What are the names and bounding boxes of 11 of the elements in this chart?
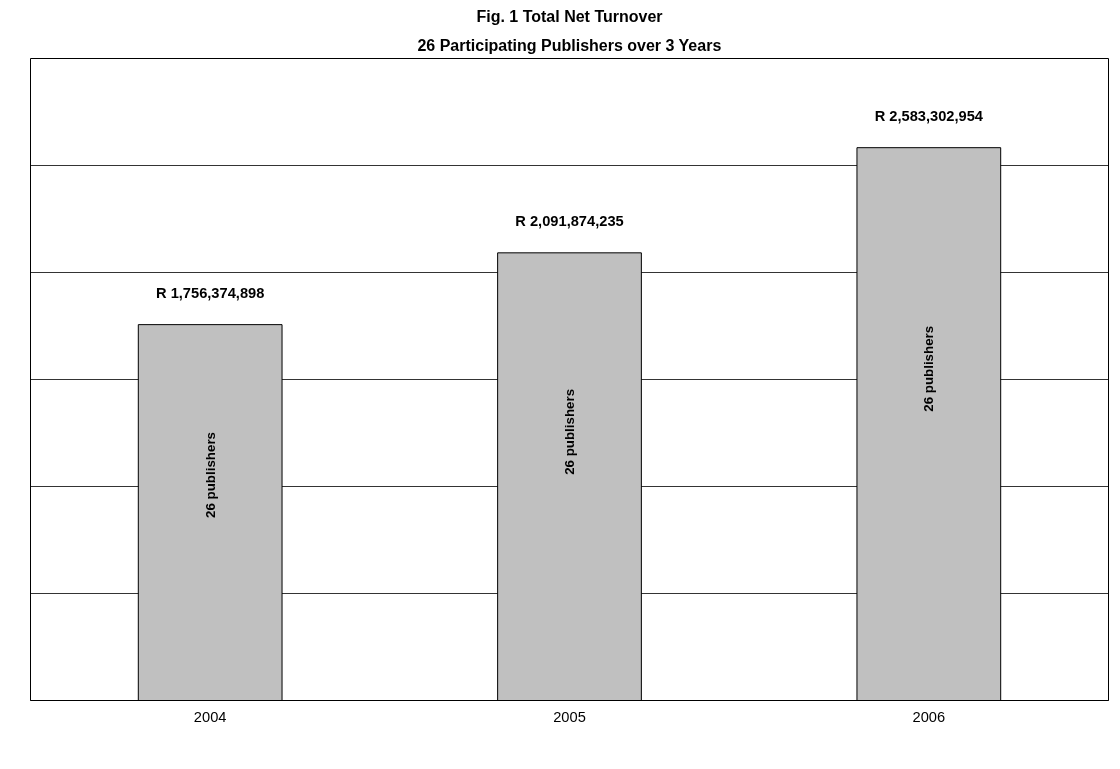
chart-subtitle: 26 Participating Publishers over 3 Years <box>417 36 722 54</box>
data-label: R 2,583,302,954 <box>874 107 984 124</box>
annotation: 26 publishers <box>562 388 577 475</box>
annotation: 26 publishers <box>921 325 937 412</box>
data-label: R 1,756,374,898 <box>155 284 265 301</box>
x-tick-label: 2006 <box>912 708 946 725</box>
x-tick-label: 2004 <box>193 708 227 725</box>
data-label: R 2,091,874,235 <box>515 212 624 229</box>
annotation: 26 publishers <box>202 432 218 518</box>
chart-title: Fig. 1 Total Net Turnover <box>476 7 663 25</box>
x-tick-label: 2005 <box>553 708 586 725</box>
